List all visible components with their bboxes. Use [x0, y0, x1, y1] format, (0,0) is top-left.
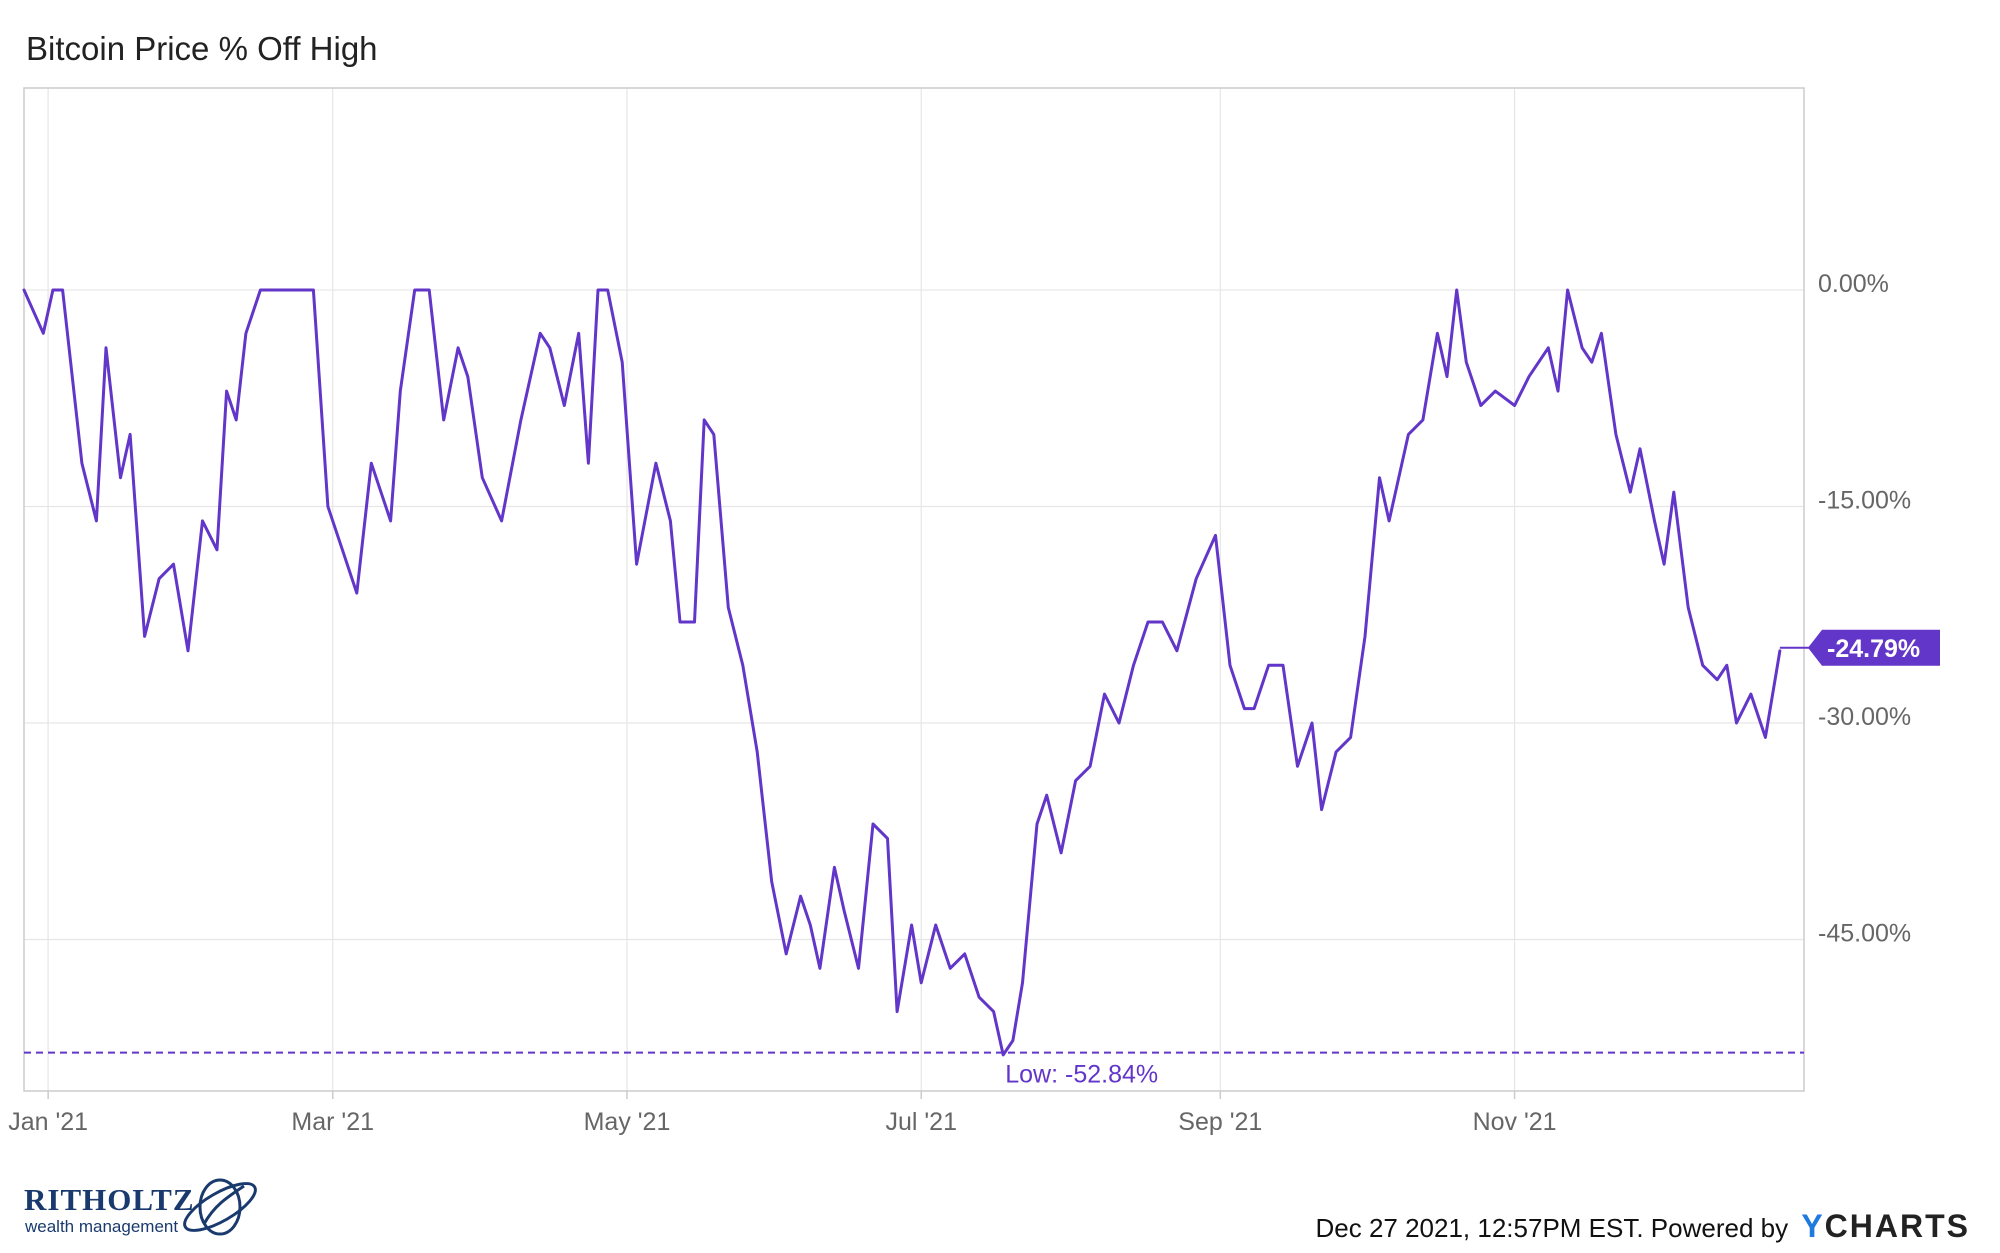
series-layer: [22, 288, 1782, 1057]
x-tick-label: Jan '21: [8, 1108, 88, 1136]
low-reference: Low: -52.84%: [24, 1051, 1804, 1089]
grid: [24, 88, 1804, 1091]
globe-emblem-icon: [183, 1178, 257, 1236]
x-tick-label: Sep '21: [1178, 1108, 1262, 1136]
y-tick-label: -15.00%: [1818, 487, 1911, 515]
logo-subtitle: wealth management: [25, 1217, 179, 1236]
y-tick-label: -30.00%: [1818, 703, 1911, 731]
last-value: -24.79%: [1779, 629, 1940, 666]
brand-rest: CHARTS: [1824, 1208, 1970, 1244]
x-tick-label: Mar '21: [291, 1108, 374, 1136]
ycharts-brand[interactable]: YCHARTS: [1801, 1208, 1970, 1244]
footer-timestamp: Dec 27 2021, 12:57PM EST. Powered by YCH…: [1315, 1208, 1970, 1245]
last-value-label: -24.79%: [1827, 635, 1920, 663]
x-tick-label: May '21: [584, 1108, 671, 1136]
last-value-badge: [1808, 629, 1940, 666]
low-reference-label: Low: -52.84%: [1005, 1061, 1158, 1089]
x-tick-label: Jul '21: [885, 1108, 956, 1136]
y-tick-label: 0.00%: [1818, 270, 1889, 298]
plot-frame: [23, 87, 1805, 1092]
timestamp-text: Dec 27 2021, 12:57PM EST. Powered by: [1315, 1213, 1789, 1243]
logo-wordmark: RITHOLTZ: [24, 1182, 195, 1217]
chart-title: Bitcoin Price % Off High: [26, 30, 378, 67]
ritholtz-logo: RITHOLTZ wealth management: [24, 1178, 257, 1238]
y-tick-label: -45.00%: [1818, 919, 1911, 947]
brand-y: Y: [1801, 1208, 1825, 1244]
x-axis: Jan '21 Mar '21 May '21 Jul '21 Sep '21 Nov '…: [8, 1091, 1557, 1136]
series-line: [22, 288, 1782, 1057]
x-tick-label: Nov '21: [1473, 1108, 1557, 1136]
y-axis: 0.00% -15.00% -30.00% -45.00%: [1818, 270, 1911, 947]
